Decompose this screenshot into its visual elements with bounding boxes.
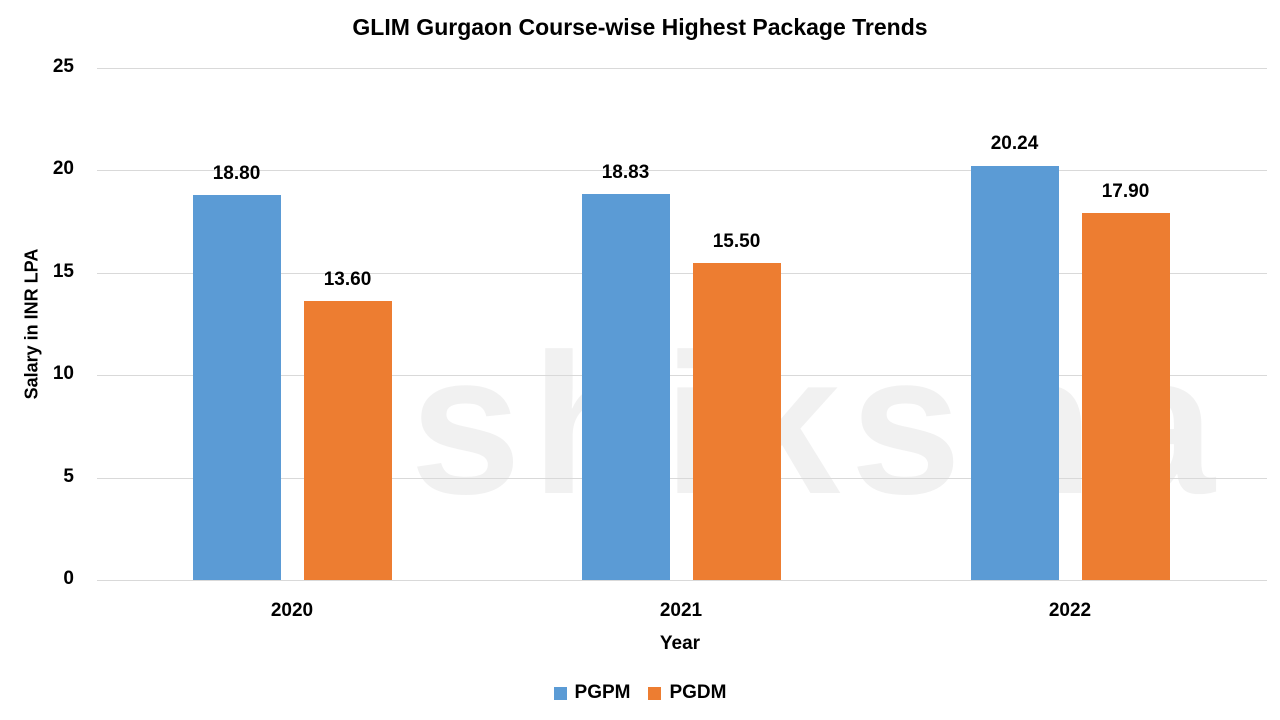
gridline (97, 68, 1267, 69)
bar-pgdm-2021 (692, 262, 781, 580)
data-label: 18.80 (212, 162, 261, 184)
x-tick-label: 2021 (659, 600, 703, 621)
data-label: 13.60 (323, 269, 372, 291)
legend-item-pgpm: PGPM (553, 682, 631, 704)
y-tick-label: 5 (63, 465, 74, 487)
legend: PGPM PGDM (0, 682, 1280, 704)
legend-label: PGDM (669, 682, 727, 703)
legend-label: PGPM (574, 682, 631, 703)
y-tick-label: 20 (52, 158, 74, 180)
gridline (97, 477, 1267, 479)
bar-pgdm-2020 (303, 301, 392, 580)
data-label: 20.24 (990, 133, 1039, 155)
plot-area: 18.80 13.60 18.83 15.50 20.24 17.90 (97, 68, 1267, 581)
data-label: 15.50 (712, 230, 761, 252)
chart-title: GLIM Gurgaon Course-wise Highest Package… (352, 14, 928, 40)
y-tick-label: 0 (63, 568, 74, 589)
watermark: shiksha (410, 313, 1225, 536)
gridline (97, 580, 1267, 581)
legend-item-pgdm: PGDM (648, 682, 726, 704)
y-tick-label: 10 (52, 363, 74, 385)
bar-pgdm-2022 (1081, 213, 1170, 580)
y-tick-label: 25 (52, 56, 74, 77)
bar-pgpm-2022 (970, 165, 1059, 580)
y-tick-label: 15 (52, 260, 74, 282)
legend-swatch (553, 686, 567, 700)
bar-pgpm-2020 (192, 194, 281, 580)
bar-pgpm-2021 (581, 194, 670, 580)
gridline (97, 375, 1267, 377)
legend-swatch (648, 686, 662, 700)
x-tick-label: 2020 (270, 600, 314, 621)
x-tick-label: 2022 (1048, 600, 1092, 621)
gridline (97, 272, 1267, 274)
data-label: 18.83 (601, 162, 650, 184)
gridline (97, 170, 1267, 172)
x-axis-label: Year (659, 633, 701, 654)
data-label: 17.90 (1101, 181, 1150, 203)
